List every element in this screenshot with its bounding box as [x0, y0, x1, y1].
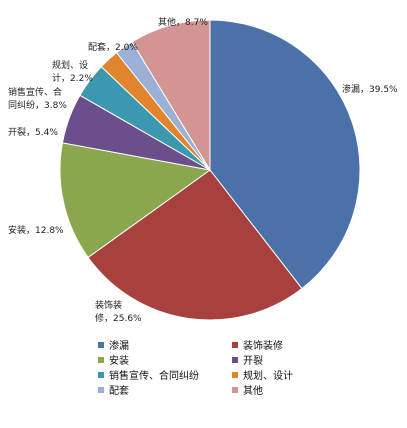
legend-label-7: 配套: [109, 384, 129, 397]
slice-label-3: 安装，12.8%: [8, 224, 64, 236]
legend-label-4: 开裂: [243, 354, 263, 367]
pie-slices: [59, 19, 361, 321]
slice-label-5: 销售宣传、合同纠纷，3.8%: [8, 86, 67, 111]
legend-label-3: 安装: [109, 354, 129, 367]
pie-slice-8: [131, 19, 211, 172]
legend-swatch-7: [98, 387, 104, 393]
pie-slice-1: [209, 19, 361, 290]
legend-label-2: 装饰装修: [243, 339, 283, 352]
legend-label-1: 渗漏: [109, 339, 129, 352]
legend-swatch-4: [232, 357, 238, 363]
slice-label-1: 渗漏，39.5%: [342, 83, 398, 95]
legend-swatch-1: [98, 342, 104, 348]
legend-swatch-5: [98, 372, 104, 378]
slice-label-7: 配套，2.0%: [88, 41, 138, 53]
pie-slice-2: [87, 169, 303, 321]
legend-swatch-6: [232, 372, 238, 378]
legend-label-5: 销售宣传、合同纠纷: [109, 369, 199, 382]
legend-swatch-3: [98, 357, 104, 363]
legend-label-8: 其他: [243, 384, 263, 397]
slice-label-2: 装饰装修，25.6%: [95, 299, 142, 324]
slice-labels: 渗漏，39.5% 装饰装修，25.6% 安装，12.8% 开裂，5.4% 销售宣传、合同…: [8, 16, 398, 324]
legend-swatch-8: [232, 387, 238, 393]
pie-slice-3: [59, 142, 212, 259]
slice-label-4: 开裂，5.4%: [8, 127, 58, 138]
slice-label-6: 规划、设计，2.2%: [52, 59, 93, 84]
legend-swatch-2: [232, 342, 238, 348]
slice-label-8: 其他，8.7%: [158, 16, 208, 28]
legend-label-6: 规划、设计: [243, 369, 293, 382]
